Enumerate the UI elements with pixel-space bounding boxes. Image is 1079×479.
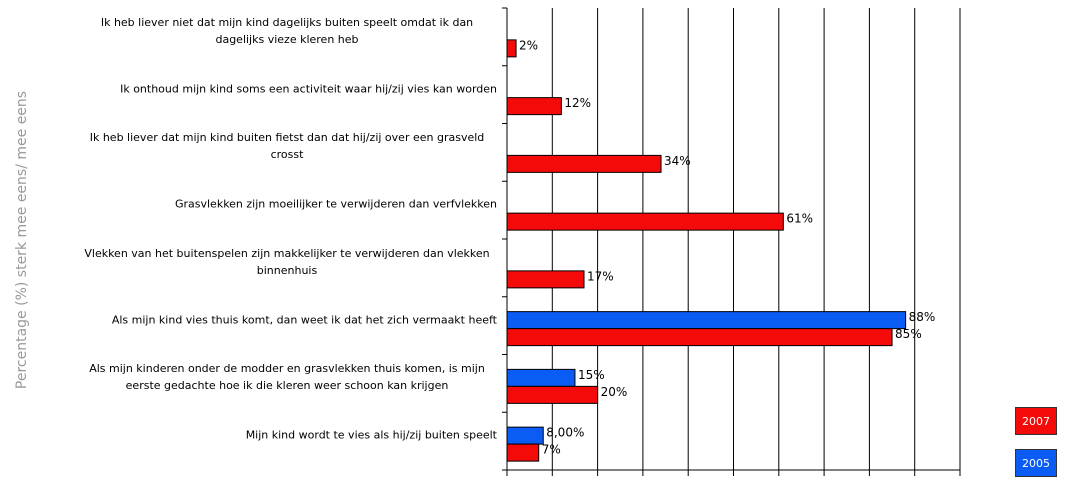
- category-row: Vlekken van het buitenspelen zijn makkel…: [40, 245, 497, 279]
- y-tick-label: Vlekken van het buitenspelen zijn makkel…: [84, 246, 490, 277]
- data-label: 2%: [519, 38, 538, 52]
- category-row: Mijn kind wordt te vies als hij/zij buit…: [40, 427, 497, 444]
- bar: [506, 311, 907, 330]
- y-axis-label: Percentage (%) sterk mee eens/ mee eens: [14, 90, 30, 390]
- bar: [506, 368, 576, 387]
- bar: [506, 97, 562, 116]
- data-label: 88%: [909, 310, 936, 324]
- bar: [506, 270, 585, 289]
- category-row: Ik onthoud mijn kind soms een activiteit…: [40, 80, 497, 97]
- bar: [506, 426, 544, 445]
- bar: [506, 328, 893, 347]
- category-row: Grasvlekken zijn moeilijker te verwijder…: [40, 196, 497, 213]
- y-tick-label: Ik heb liever dat mijn kind buiten fiets…: [89, 131, 485, 162]
- bar: [506, 443, 540, 462]
- y-tick-label: Grasvlekken zijn moeilijker te verwijder…: [174, 197, 497, 211]
- y-tick-label: Als mijn kind vies thuis komt, dan weet …: [111, 313, 497, 327]
- legend-item: 2007: [1015, 407, 1057, 435]
- category-row: Als mijn kind vies thuis komt, dan weet …: [40, 311, 497, 328]
- data-label: 12%: [564, 96, 591, 110]
- data-label: 20%: [601, 385, 628, 399]
- bar: [506, 212, 784, 231]
- y-tick-label: Ik onthoud mijn kind soms een activiteit…: [120, 82, 497, 96]
- category-row: Als mijn kinderen onder de modder en gra…: [40, 360, 497, 394]
- y-tick-label: Als mijn kinderen onder de modder en gra…: [89, 362, 485, 393]
- legend-item: 2005: [1015, 449, 1057, 477]
- data-label: 15%: [578, 368, 605, 382]
- data-label: 34%: [664, 154, 691, 168]
- bar: [506, 154, 662, 173]
- bar: [506, 39, 517, 58]
- data-label: 8,00%: [546, 426, 584, 440]
- category-row: Ik heb liever niet dat mijn kind dagelij…: [40, 14, 497, 48]
- y-tick-label: Ik heb liever niet dat mijn kind dagelij…: [100, 15, 474, 46]
- bar: [506, 385, 599, 404]
- data-label: 17%: [587, 269, 614, 283]
- data-label: 7%: [542, 443, 561, 457]
- data-label: 61%: [786, 212, 813, 226]
- data-label: 85%: [895, 327, 922, 341]
- y-tick-label: Mijn kind wordt te vies als hij/zij buit…: [245, 428, 497, 442]
- category-row: Ik heb liever dat mijn kind buiten fiets…: [40, 129, 497, 163]
